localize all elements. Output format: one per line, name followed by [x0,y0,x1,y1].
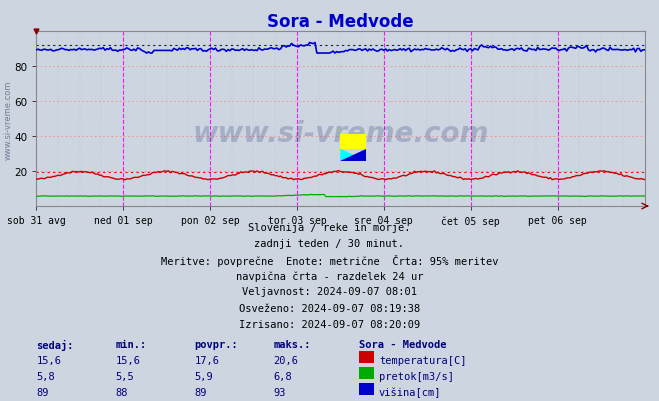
Text: višina[cm]: višina[cm] [379,387,442,397]
Text: 5,9: 5,9 [194,371,213,381]
Text: 15,6: 15,6 [36,355,61,365]
Text: Sora - Medvode: Sora - Medvode [359,339,447,349]
Bar [340,135,366,150]
Text: Slovenija / reke in morje.: Slovenija / reke in morje. [248,223,411,233]
Text: www.si-vreme.com: www.si-vreme.com [3,81,13,160]
Text: 89: 89 [194,387,207,397]
Text: Meritve: povprečne  Enote: metrične  Črta: 95% meritev: Meritve: povprečne Enote: metrične Črta:… [161,255,498,267]
Text: min.:: min.: [115,339,146,349]
Text: 15,6: 15,6 [115,355,140,365]
Text: sedaj:: sedaj: [36,339,74,350]
Text: 6,8: 6,8 [273,371,292,381]
Text: 5,5: 5,5 [115,371,134,381]
Title: Sora - Medvode: Sora - Medvode [267,12,414,30]
Text: Izrisano: 2024-09-07 08:20:09: Izrisano: 2024-09-07 08:20:09 [239,319,420,329]
Text: maks.:: maks.: [273,339,311,349]
Polygon shape [340,150,366,161]
Text: 93: 93 [273,387,286,397]
Text: 17,6: 17,6 [194,355,219,365]
Text: navpična črta - razdelek 24 ur: navpična črta - razdelek 24 ur [236,271,423,281]
Text: Osveženo: 2024-09-07 08:19:38: Osveženo: 2024-09-07 08:19:38 [239,303,420,313]
Text: temperatura[C]: temperatura[C] [379,355,467,365]
Polygon shape [340,150,366,161]
Text: pretok[m3/s]: pretok[m3/s] [379,371,454,381]
Text: 89: 89 [36,387,49,397]
Text: povpr.:: povpr.: [194,339,238,349]
Text: zadnji teden / 30 minut.: zadnji teden / 30 minut. [254,239,405,249]
Text: 88: 88 [115,387,128,397]
Text: www.si-vreme.com: www.si-vreme.com [192,119,488,147]
Text: 20,6: 20,6 [273,355,299,365]
Text: Veljavnost: 2024-09-07 08:01: Veljavnost: 2024-09-07 08:01 [242,287,417,297]
Text: 5,8: 5,8 [36,371,55,381]
